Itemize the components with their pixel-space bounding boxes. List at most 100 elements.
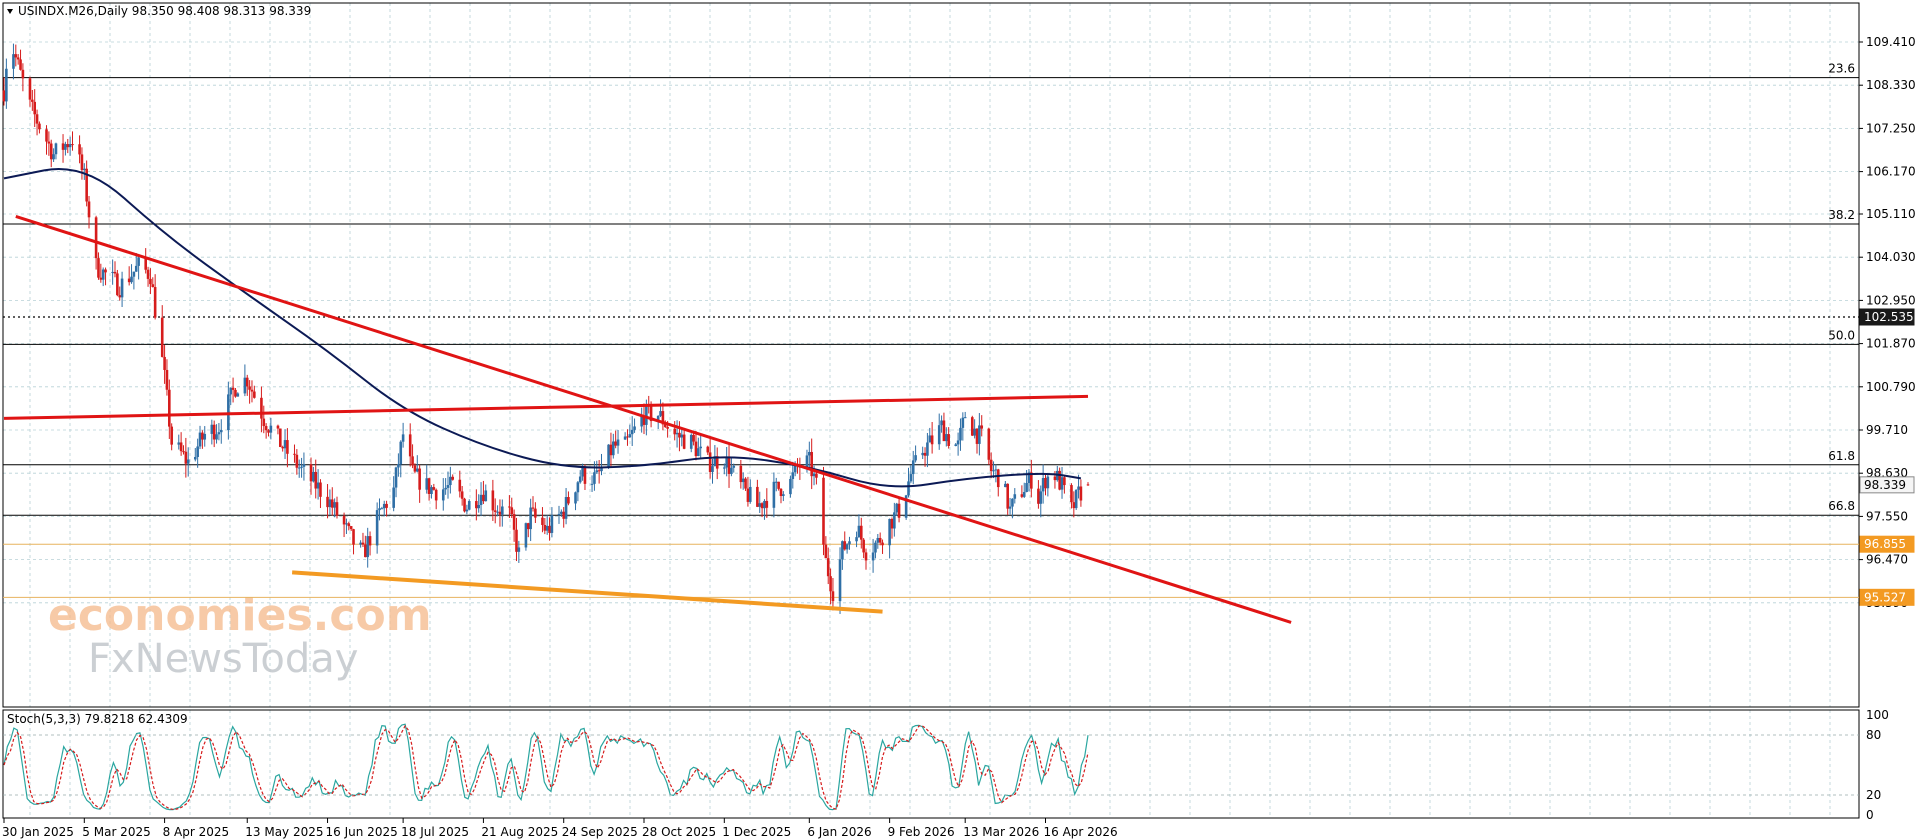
candle-body	[38, 123, 41, 130]
candle-body	[19, 59, 22, 70]
candle-body	[947, 434, 950, 446]
candle-body	[314, 471, 318, 489]
candle-body	[541, 517, 544, 525]
stoch-axis: 100 80 20 0	[3, 708, 1889, 822]
candle-body	[895, 503, 899, 513]
candle-body	[633, 426, 636, 430]
fib-level-label: 23.6	[1828, 62, 1855, 76]
candle-body	[808, 451, 811, 456]
candle-body	[656, 415, 660, 422]
candle-body	[954, 444, 958, 446]
candle-body	[80, 154, 84, 171]
candle-body	[845, 544, 849, 550]
candle-body	[616, 439, 620, 446]
candle-body	[250, 389, 254, 392]
candle-body	[104, 269, 107, 273]
candle-body	[989, 459, 993, 471]
candle-body	[645, 403, 648, 425]
candle-body	[451, 476, 455, 480]
candle-body	[333, 502, 336, 508]
candle-body	[248, 386, 251, 390]
watermark-fxnewstoday: FxNewsToday	[88, 636, 358, 682]
grid-lines	[3, 3, 1859, 818]
candle-body	[1060, 477, 1064, 490]
candle-body	[203, 433, 207, 440]
candle-body	[841, 541, 844, 560]
candle-body	[583, 467, 587, 484]
candle-body	[642, 415, 646, 425]
candle-body	[874, 542, 877, 553]
stoch-tick-label: 100	[1866, 708, 1889, 722]
candle-body	[1037, 488, 1040, 504]
fib-level-label: 38.2	[1828, 208, 1855, 222]
candle-body	[711, 466, 714, 472]
candle-body	[97, 258, 100, 278]
candle-body	[890, 518, 894, 529]
candle-body	[1027, 472, 1031, 483]
trendline	[3, 394, 1089, 420]
candle-body	[557, 513, 561, 516]
candle-body	[727, 456, 731, 474]
candle-body	[826, 558, 830, 577]
candle-body	[791, 472, 795, 480]
candle-body	[628, 434, 632, 438]
price-tag-box	[1859, 535, 1915, 553]
candle-body	[382, 503, 386, 509]
trendline	[291, 570, 883, 614]
moving-average-line	[3, 167, 1082, 488]
candle-body	[2, 90, 6, 102]
candle-body	[741, 478, 745, 483]
candle-body	[137, 257, 140, 266]
candle-body	[680, 434, 684, 438]
candle-body	[302, 464, 306, 467]
candle-body	[279, 428, 282, 447]
time-tick-label: 16 Apr 2026	[1043, 825, 1117, 839]
candle-body	[330, 499, 334, 508]
candle-body	[163, 356, 166, 370]
price-tag-label: 96.855	[1864, 537, 1906, 551]
candle-body	[512, 514, 516, 530]
candle-body	[312, 471, 315, 482]
candle-body	[319, 482, 322, 497]
candle-body	[45, 129, 48, 142]
candle-body	[467, 501, 471, 510]
candle-body	[612, 441, 615, 456]
candle-body	[134, 265, 138, 272]
candle-body	[708, 452, 712, 472]
candle-body	[824, 544, 828, 559]
candle-body	[293, 453, 296, 455]
candle-body	[855, 537, 858, 542]
candle-body	[765, 500, 769, 508]
candle-body	[815, 473, 818, 478]
trendlines[interactable]	[3, 214, 1292, 624]
candle-body	[425, 478, 429, 490]
candle-body	[593, 472, 596, 484]
candle-body	[347, 523, 351, 527]
candle-body	[907, 481, 910, 496]
candle-body	[212, 424, 216, 440]
candle-body	[666, 426, 669, 429]
candle-body	[543, 524, 547, 531]
candle-body	[878, 537, 882, 543]
price-tick-label: 101.870	[1866, 337, 1916, 351]
candle-body	[640, 415, 643, 427]
candle-body	[364, 544, 367, 558]
candle-body	[264, 426, 268, 431]
candle-body	[859, 525, 863, 540]
candle-body	[82, 168, 86, 171]
candle-body	[649, 404, 653, 422]
watermark-economies: economies.com	[48, 590, 432, 641]
candle-body	[661, 411, 665, 425]
candle-body	[614, 441, 617, 446]
candle-body	[963, 417, 967, 419]
triangle-down-icon[interactable]	[7, 9, 13, 14]
candle-body	[578, 476, 582, 483]
candle-body	[482, 494, 485, 502]
candle-body	[198, 432, 202, 447]
candle-body	[897, 503, 901, 518]
time-tick-label: 28 Oct 2025	[642, 825, 716, 839]
candle-body	[170, 426, 173, 445]
candle-body	[848, 541, 851, 545]
time-tick-label: 21 Aug 2025	[481, 825, 558, 839]
